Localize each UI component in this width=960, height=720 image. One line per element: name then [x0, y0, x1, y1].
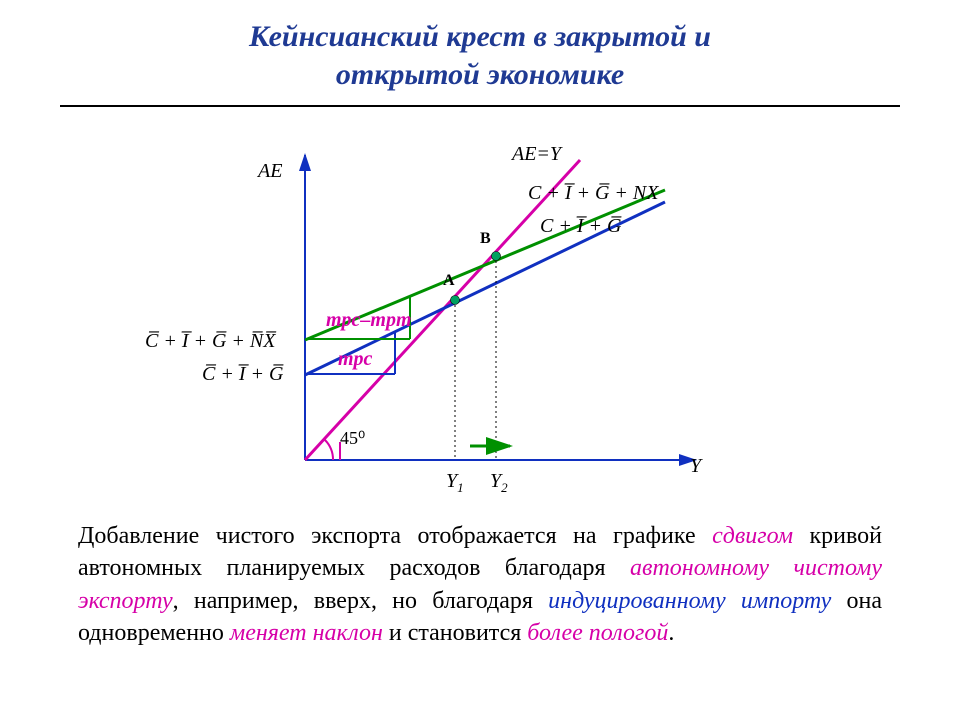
angle-45-label: 45⁰ [340, 428, 365, 449]
closed-intercept-label: C̅ + I̅ + G̅ [202, 363, 283, 386]
y2-label: Y2 [490, 470, 508, 496]
open-line-end-label: C + I̅ + G̅ + NX [528, 182, 659, 205]
title-line-1: Кейнсианский крест в закрытой и [0, 18, 960, 56]
point-B-label: B [480, 230, 491, 248]
title-underline [60, 105, 900, 107]
mpc-label: mpc [338, 348, 372, 371]
title-line-2: открытой экономике [0, 56, 960, 94]
y1-label: Y1 [446, 470, 464, 496]
mpc-mpm-label: mpc–mpm [326, 309, 412, 332]
slide-title: Кейнсианский крест в закрытой и открытой… [0, 0, 960, 101]
line-45-label: AE=Y [512, 143, 561, 166]
point-A-label: A [443, 272, 455, 290]
open-intercept-label: C̅ + I̅ + G̅ + N̅X̅ [145, 330, 276, 353]
y-axis-label: AE [258, 160, 282, 183]
closed-line-end-label: C + I̅ + G̅ [540, 215, 621, 238]
explanation-paragraph: Добавление чистого экспорта отображается… [78, 520, 882, 650]
keynesian-cross-chart: AE Y AE=Y C + I̅ + G̅ C + I̅ + G̅ + NX C… [80, 130, 880, 500]
chart-svg [80, 130, 880, 500]
x-axis-label: Y [690, 455, 701, 478]
